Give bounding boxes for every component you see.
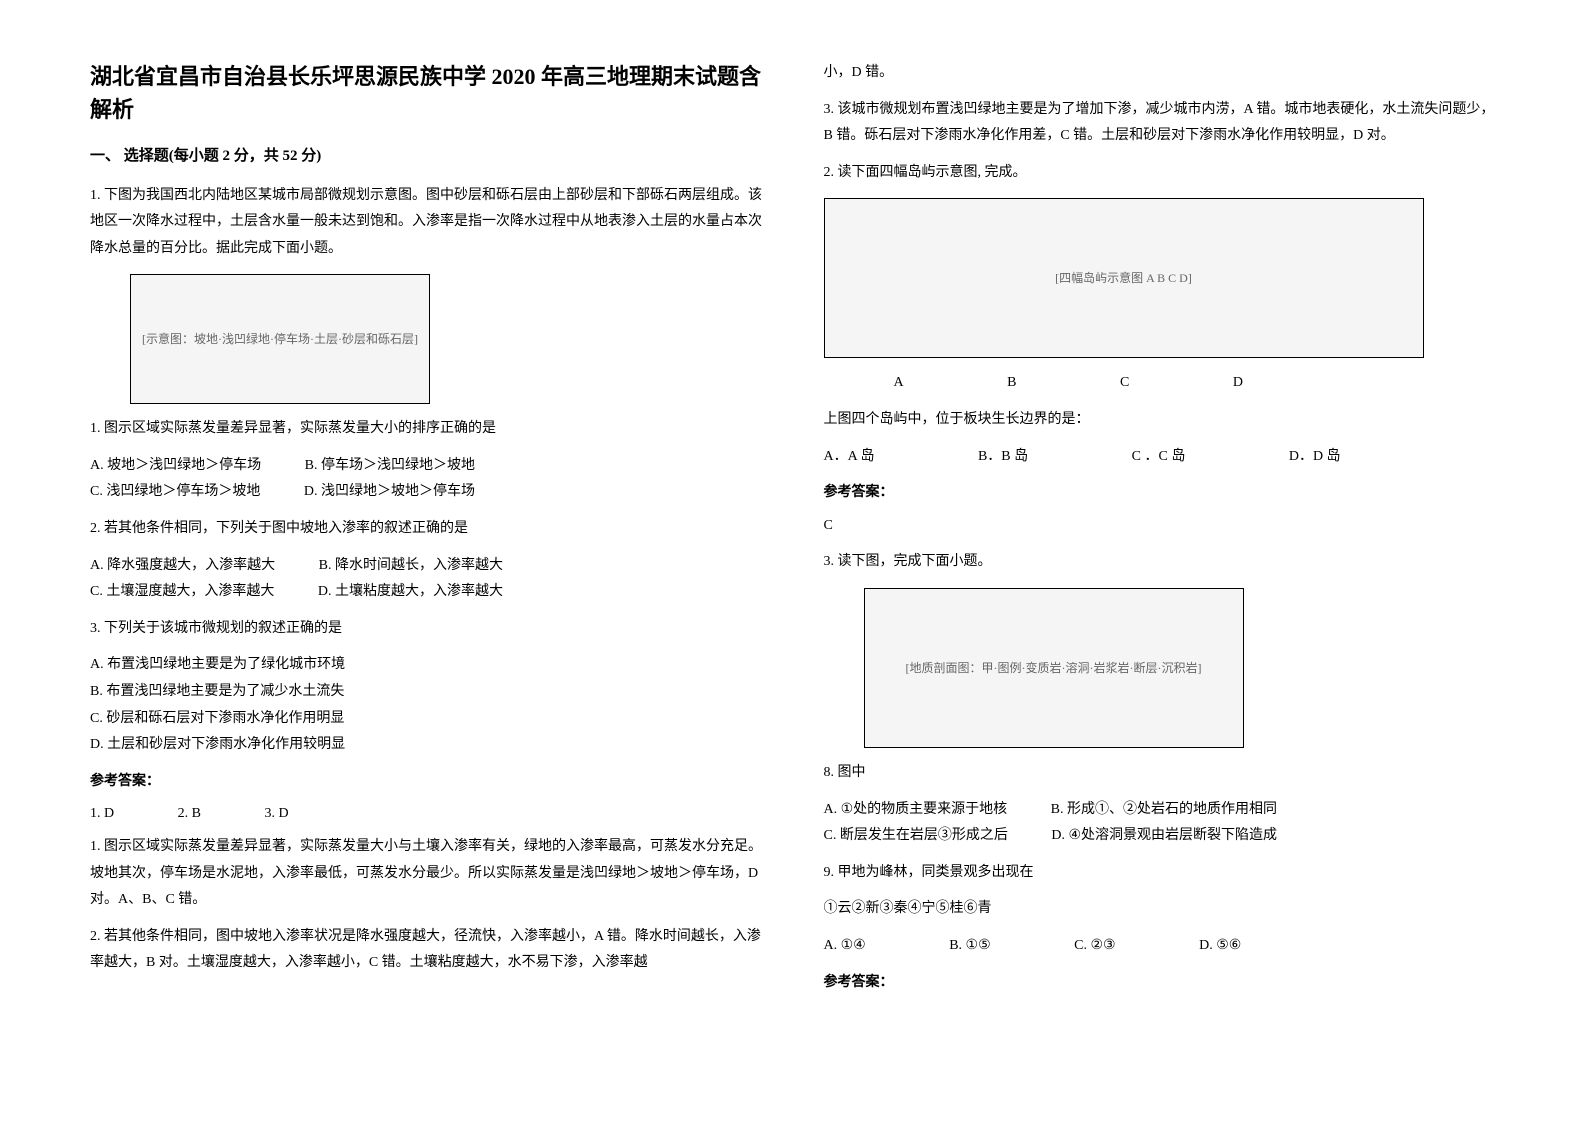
opt: C. 砂层和砾石层对下渗雨水净化作用明显 [90,706,764,733]
q2-answer: C [824,513,1498,540]
q1-figure-label: [示意图：坡地·浅凹绿地·停车场·土层·砂层和砾石层] [142,328,418,351]
answers1-exp1: 1. 图示区域实际蒸发量差异显著，实际蒸发量大小与土壤入渗率有关，绿地的入渗率最… [90,834,764,914]
q3-sub8: 8. 图中 [824,760,1498,787]
island-label: C [1120,370,1129,397]
cont1: 小，D 错。 [824,60,1498,87]
q3-line9: ①云②新③秦④宁⑤桂⑥青 [824,896,1498,923]
q1-figure: [示意图：坡地·浅凹绿地·停车场·土层·砂层和砾石层] [130,274,430,404]
q3-opts9: A. ①④ B. ①⑤ C. ②③ D. ⑤⑥ [824,933,1498,960]
answers1-exp2: 2. 若其他条件相同，图中坡地入渗率状况是降水强度越大，径流快，入渗率越小，A … [90,924,764,977]
q3-intro: 3. 读下图，完成下面小题。 [824,549,1498,576]
q2-figure-label: [四幅岛屿示意图 A B C D] [1055,267,1192,290]
opt: C. 土壤湿度越大，入渗率越大 [90,579,274,606]
q1-opts3: A. 布置浅凹绿地主要是为了绿化城市环境 B. 布置浅凹绿地主要是为了减少水土流… [90,652,764,758]
answers1-nums: 1. D 2. B 3. D [90,801,764,828]
island-label: B [1007,370,1016,397]
opt: C. 浅凹绿地＞停车场＞坡地 [90,479,260,506]
q3-figure: [地质剖面图：甲·图例·变质岩·溶洞·岩浆岩·断层·沉积岩] [864,588,1244,748]
doc-title: 湖北省宜昌市自治县长乐坪思源民族中学 2020 年高三地理期末试题含解析 [90,60,764,126]
ans-num: 1. D [90,806,114,821]
opt: D. ⑤⑥ [1199,933,1241,960]
opt: A. ①④ [824,933,866,960]
ans-num: 2. B [178,806,201,821]
opt: C. 断层发生在岩层③形成之后 [824,823,1008,850]
q2-island-labels: A B C D [824,370,1498,397]
opt: D. 土层和砂层对下渗雨水净化作用较明显 [90,732,764,759]
q2-figure: [四幅岛屿示意图 A B C D] [824,198,1424,358]
q2-opts: A．A 岛 B．B 岛 C ．C 岛 D．D 岛 [824,444,1498,471]
opt: A．A 岛 [824,444,875,471]
q1-opts1: A. 坡地＞浅凹绿地＞停车场 B. 停车场＞浅凹绿地＞坡地 C. 浅凹绿地＞停车… [90,453,764,506]
q3-sub9: 9. 甲地为峰林，同类景观多出现在 [824,860,1498,887]
q2-intro: 2. 读下面四幅岛屿示意图, 完成。 [824,160,1498,187]
opt: B. 形成①、②处岩石的地质作用相同 [1051,797,1277,824]
opt: D. 土壤粘度越大，入渗率越大 [318,579,503,606]
q1-sub3: 3. 下列关于该城市微规划的叙述正确的是 [90,616,764,643]
q2-answer-head: 参考答案： [824,480,1498,507]
opt: C ．C 岛 [1132,444,1186,471]
island-label: A [894,370,904,397]
opt: B. ①⑤ [949,933,990,960]
q1-sub2: 2. 若其他条件相同，下列关于图中坡地入渗率的叙述正确的是 [90,516,764,543]
section-1-head: 一、 选择题(每小题 2 分，共 52 分) [90,142,764,171]
opt: A. 布置浅凹绿地主要是为了绿化城市环境 [90,652,764,679]
q2-question: 上图四个岛屿中，位于板块生长边界的是： [824,407,1498,434]
ans-num: 3. D [264,806,288,821]
q3-figure-label: [地质剖面图：甲·图例·变质岩·溶洞·岩浆岩·断层·沉积岩] [906,657,1202,680]
right-column: 小，D 错。 3. 该城市微规划布置浅凹绿地主要是为了增加下渗，减少城市内涝，A… [824,60,1498,1062]
opt: A. ①处的物质主要来源于地核 [824,797,1008,824]
q3-opts8: A. ①处的物质主要来源于地核 B. 形成①、②处岩石的地质作用相同 C. 断层… [824,797,1498,850]
q3-answer-head: 参考答案： [824,970,1498,997]
opt: A. 坡地＞浅凹绿地＞停车场 [90,453,261,480]
cont2: 3. 该城市微规划布置浅凹绿地主要是为了增加下渗，减少城市内涝，A 错。城市地表… [824,97,1498,150]
opt: B. 降水时间越长，入渗率越大 [319,553,503,580]
opt: D. ④处溶洞景观由岩层断裂下陷造成 [1051,823,1277,850]
opt: C. ②③ [1074,933,1115,960]
opt: D．D 岛 [1289,444,1341,471]
island-label: D [1233,370,1243,397]
opt: B．B 岛 [978,444,1028,471]
left-column: 湖北省宜昌市自治县长乐坪思源民族中学 2020 年高三地理期末试题含解析 一、 … [90,60,764,1062]
answers1-head: 参考答案： [90,769,764,796]
q1-opts2: A. 降水强度越大，入渗率越大 B. 降水时间越长，入渗率越大 C. 土壤湿度越… [90,553,764,606]
q1-sub1: 1. 图示区域实际蒸发量差异显著，实际蒸发量大小的排序正确的是 [90,416,764,443]
q1-intro: 1. 下图为我国西北内陆地区某城市局部微规划示意图。图中砂层和砾石层由上部砂层和… [90,183,764,263]
opt: D. 浅凹绿地＞坡地＞停车场 [304,479,475,506]
opt: B. 布置浅凹绿地主要是为了减少水土流失 [90,679,764,706]
opt: B. 停车场＞浅凹绿地＞坡地 [305,453,475,480]
opt: A. 降水强度越大，入渗率越大 [90,553,275,580]
